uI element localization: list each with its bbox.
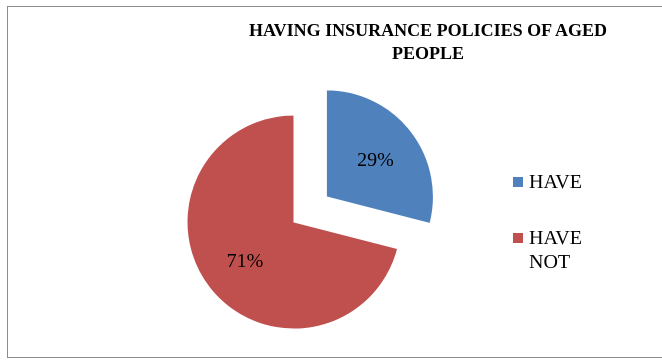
chart-title: HAVING INSURANCE POLICIES OF AGED PEOPLE (248, 20, 608, 63)
slice-label-have-not: 71% (227, 250, 264, 272)
legend-label-have: HAVE (529, 171, 582, 193)
pie-slice-have-not (186, 114, 399, 330)
legend-swatch-have-not (513, 233, 523, 243)
slice-label-have: 29% (357, 149, 394, 171)
legend-label-have-not: HAVE NOT (529, 227, 582, 273)
legend-swatch-have (513, 177, 523, 187)
pie-slice-have (325, 89, 434, 225)
